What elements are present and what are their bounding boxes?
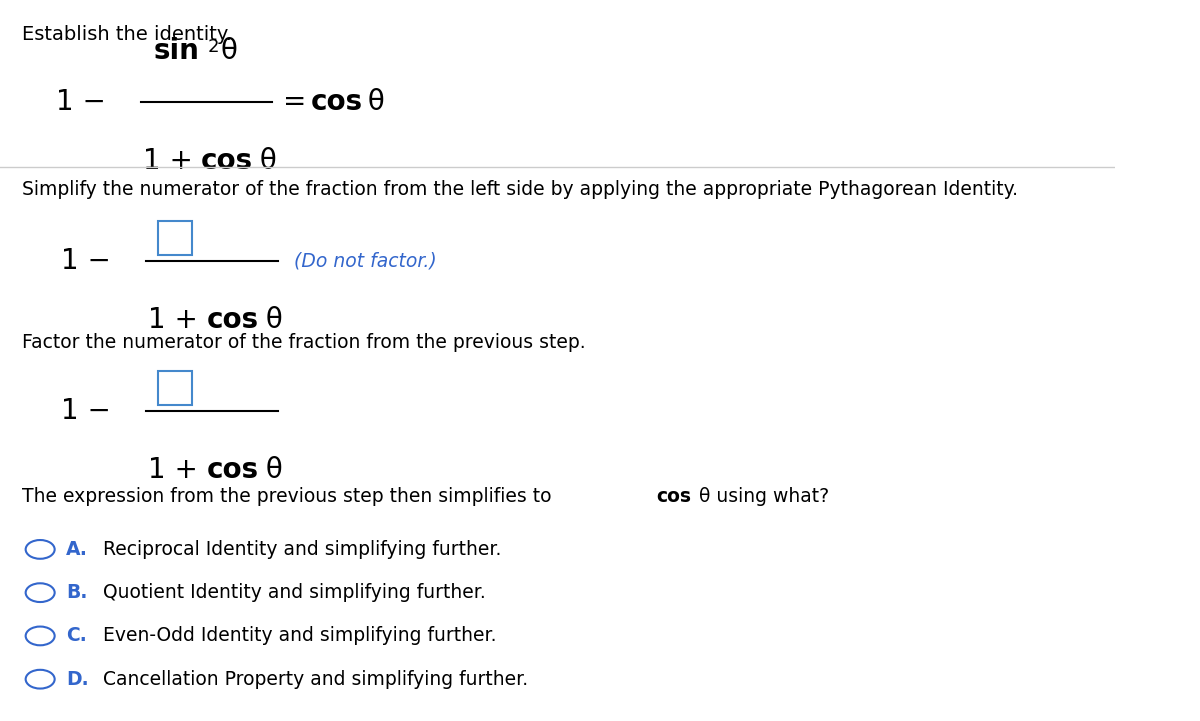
Text: Simplify the numerator of the fraction from the left side by applying the approp: Simplify the numerator of the fraction f…: [23, 180, 1019, 199]
Text: 1 −: 1 −: [61, 247, 112, 275]
Text: C.: C.: [66, 627, 86, 645]
Text: θ: θ: [359, 89, 385, 116]
Text: =: =: [283, 89, 316, 116]
Text: A.: A.: [66, 540, 88, 559]
Text: Even-Odd Identity and simplifying further.: Even-Odd Identity and simplifying furthe…: [103, 627, 496, 645]
Bar: [158, 221, 192, 255]
Text: 1 +: 1 +: [149, 456, 208, 484]
Text: B.: B.: [66, 583, 88, 602]
Text: Quotient Identity and simplifying further.: Quotient Identity and simplifying furthe…: [103, 583, 485, 602]
Text: Factor the numerator of the fraction from the previous step.: Factor the numerator of the fraction fro…: [23, 333, 586, 352]
Text: cos: cos: [206, 306, 258, 334]
Text: cos: cos: [311, 89, 364, 116]
Text: 2: 2: [208, 38, 218, 56]
Text: (Do not factor.): (Do not factor.): [294, 252, 437, 270]
Text: 1 −: 1 −: [55, 89, 106, 116]
Text: cos: cos: [656, 487, 691, 505]
Text: θ: θ: [221, 37, 238, 65]
Text: θ: θ: [257, 456, 282, 484]
Text: sin: sin: [154, 37, 200, 65]
Text: θ: θ: [257, 306, 282, 334]
Text: cos: cos: [200, 147, 253, 175]
Text: Reciprocal Identity and simplifying further.: Reciprocal Identity and simplifying furt…: [103, 540, 500, 559]
Text: 1 −: 1 −: [61, 397, 112, 425]
Text: 1 +: 1 +: [149, 306, 208, 334]
Text: θ using what?: θ using what?: [692, 487, 829, 505]
Text: Cancellation Property and simplifying further.: Cancellation Property and simplifying fu…: [103, 670, 528, 689]
Text: θ: θ: [251, 147, 277, 175]
Text: cos: cos: [206, 456, 258, 484]
Text: 1 +: 1 +: [143, 147, 202, 175]
Text: D.: D.: [66, 670, 89, 689]
Text: Establish the identity.: Establish the identity.: [23, 25, 232, 44]
Bar: [158, 371, 192, 405]
Text: The expression from the previous step then simplifies to: The expression from the previous step th…: [23, 487, 558, 505]
